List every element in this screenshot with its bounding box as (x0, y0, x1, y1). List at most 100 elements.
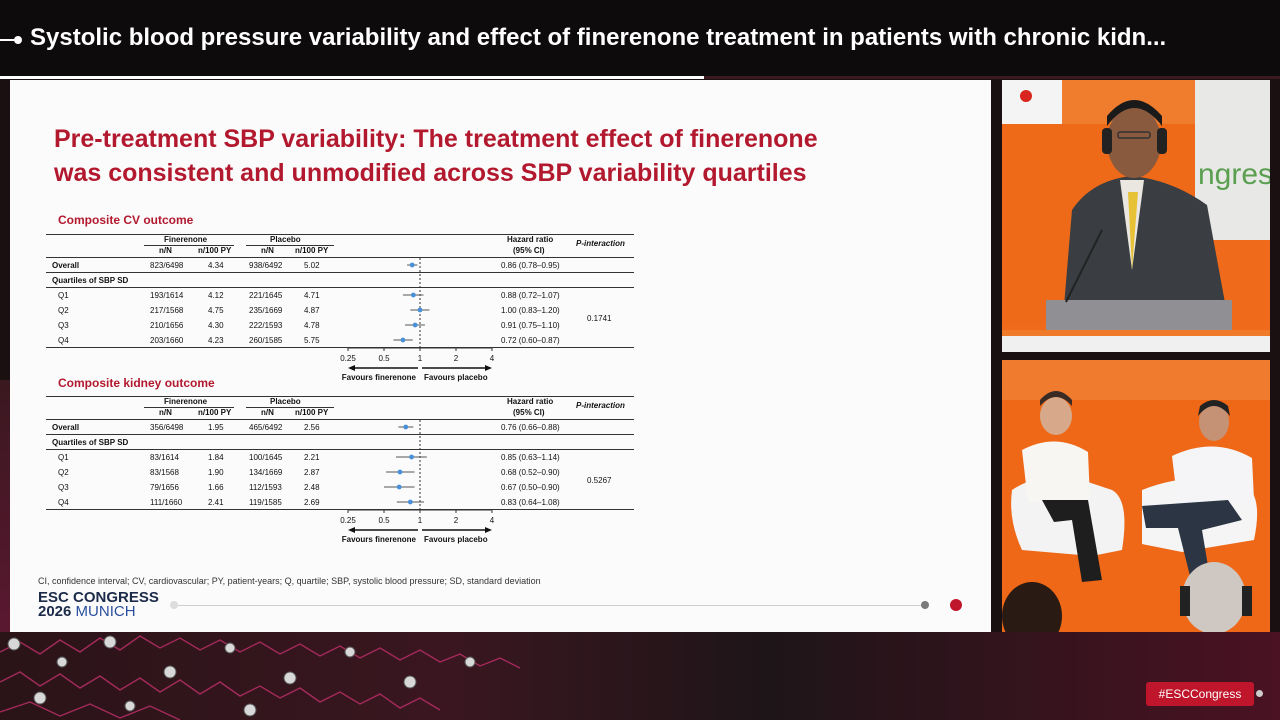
cell-fin-rate: 4.34 (208, 261, 224, 270)
cell-fin-rate: 4.75 (208, 306, 224, 315)
cell-hr: 1.00 (0.83–1.20) (501, 306, 560, 315)
cell-pla-rate: 4.78 (304, 321, 320, 330)
row-label-q1: Q1 (58, 453, 69, 462)
cell-fin-rate: 4.30 (208, 321, 224, 330)
cell-fin-n: 79/1656 (150, 483, 179, 492)
subgroup-label: Quartiles of SBP SD (52, 276, 129, 285)
hr-point-q2 (417, 307, 423, 313)
cell-pla-n: 938/6492 (249, 261, 283, 270)
logo-year: 2026 (38, 603, 72, 620)
cell-hr: 0.67 (0.50–0.90) (501, 483, 560, 492)
playback-progress-remaining (704, 76, 1280, 79)
panel-camera-feed (1002, 360, 1270, 632)
cell-pla-n: 221/1645 (249, 291, 283, 300)
table-rule (246, 245, 334, 246)
cell-fin-rate: 4.23 (208, 336, 224, 345)
header-fin-rate: n/100 PY (198, 408, 232, 417)
cell-pla-n: 235/1669 (249, 306, 283, 315)
speaker-camera-feed: ngres ngres (1002, 80, 1270, 352)
cell-pla-rate: 2.87 (304, 468, 320, 477)
header-p-interaction: P-interaction (576, 239, 625, 248)
row-label-q4: Q4 (58, 336, 69, 345)
header-p-interaction: P-interaction (576, 401, 625, 410)
forest-plot-kidney: 0.25 0.5 1 2 4 Favours finerenone Favours plac… (340, 420, 495, 544)
cell-fin-rate: 4.12 (208, 291, 224, 300)
table-rule (46, 287, 634, 288)
cell-hr: 0.86 (0.78–0.95) (501, 261, 560, 270)
table-rule (46, 257, 634, 258)
cell-pla-rate: 2.21 (304, 453, 320, 462)
header-fin-n: n/N (159, 408, 172, 417)
header-pla-rate: n/100 PY (295, 246, 329, 255)
cell-pla-n: 260/1585 (249, 336, 283, 345)
playback-progress-fill (0, 76, 1280, 79)
cell-fin-n: 217/1568 (150, 306, 184, 315)
hr-point-q1 (410, 292, 416, 298)
cell-fin-n: 193/1614 (150, 291, 184, 300)
row-label-q3: Q3 (58, 483, 69, 492)
cell-pla-n: 465/6492 (249, 423, 283, 432)
cell-pla-rate: 5.02 (304, 261, 320, 270)
cell-fin-n: 356/6498 (150, 423, 184, 432)
slide-progress-track (170, 599, 962, 611)
cell-hr: 0.76 (0.66–0.88) (501, 423, 560, 432)
cell-fin-n: 203/1660 (150, 336, 184, 345)
cell-hr: 0.83 (0.64–1.08) (501, 498, 560, 507)
slide-footnote: CI, confidence interval; CV, cardiovascu… (38, 576, 541, 586)
table-rule (46, 434, 634, 435)
hashtag-indicator-dot (1256, 690, 1263, 697)
cell-pla-rate: 4.71 (304, 291, 320, 300)
svg-text:ngres: ngres (1198, 158, 1270, 191)
p-interaction-value: 0.1741 (587, 314, 612, 323)
slide-progress-start-dot (170, 601, 178, 609)
x-tick-label: 0.5 (378, 516, 390, 525)
title-bar-line (0, 39, 14, 41)
cell-pla-n: 134/1669 (249, 468, 283, 477)
cell-pla-rate: 2.56 (304, 423, 320, 432)
header-hr: Hazard ratio (507, 397, 554, 406)
table-rule (46, 396, 634, 397)
slide-title-line-1: Pre-treatment SBP variability: The treat… (54, 125, 818, 153)
header-placebo: Placebo (270, 397, 301, 406)
x-tick-label: 2 (454, 354, 459, 363)
hr-point-q1 (409, 454, 414, 460)
hr-point-q3 (396, 484, 402, 490)
header-placebo: Placebo (270, 235, 301, 244)
header-finerenone: Finerenone (164, 235, 208, 244)
header-hr-ci: (95% CI) (513, 408, 545, 417)
table-rule (144, 407, 234, 408)
row-label-overall: Overall (52, 261, 80, 270)
table-rule (46, 272, 634, 273)
x-tick-label: 0.25 (340, 516, 356, 525)
speaker-video-image: ngres (1002, 80, 1270, 352)
section-title-kidney: Composite kidney outcome (58, 376, 215, 390)
hr-point-q2 (397, 469, 403, 475)
slide-progress-current-dot (921, 601, 929, 609)
favours-placebo-label: Favours placebo (424, 373, 488, 382)
cell-pla-n: 100/1645 (249, 453, 283, 462)
cell-pla-rate: 2.69 (304, 498, 320, 507)
forest-table-kidney: Finerenone Placebo n/N n/100 PY n/N n/100 PY H… (46, 396, 634, 524)
background-molecule-pattern (0, 635, 520, 720)
cell-hr: 0.88 (0.72–1.07) (501, 291, 560, 300)
row-label-q3: Q3 (58, 321, 69, 330)
section-title-cv: Composite CV outcome (58, 213, 194, 227)
cell-pla-n: 119/1585 (249, 498, 282, 507)
favours-right-arrowhead (485, 365, 492, 371)
title-bar-dot (14, 36, 22, 44)
row-label-q2: Q2 (58, 306, 69, 315)
table-rule (246, 407, 334, 408)
hr-point-overall (409, 262, 415, 268)
slide-title: Pre-treatment SBP variability: The treat… (54, 122, 954, 190)
hashtag-badge: #ESCCongress (1146, 682, 1254, 706)
header-hr: Hazard ratio (507, 235, 554, 244)
favours-left-arrowhead (348, 365, 355, 371)
header-pla-n: n/N (261, 408, 274, 417)
subgroup-label: Quartiles of SBP SD (52, 438, 129, 447)
forest-table-cv: Finerenone Placebo n/N n/100 PY n/N n/100 PY H… (46, 234, 634, 362)
esc-congress-logo: ESC CONGRESS 2026 MUNICH (38, 590, 159, 620)
x-tick-label: 0.25 (340, 354, 356, 363)
x-tick-label: 4 (490, 354, 495, 363)
table-rule (46, 509, 634, 510)
cell-pla-rate: 4.87 (304, 306, 320, 315)
